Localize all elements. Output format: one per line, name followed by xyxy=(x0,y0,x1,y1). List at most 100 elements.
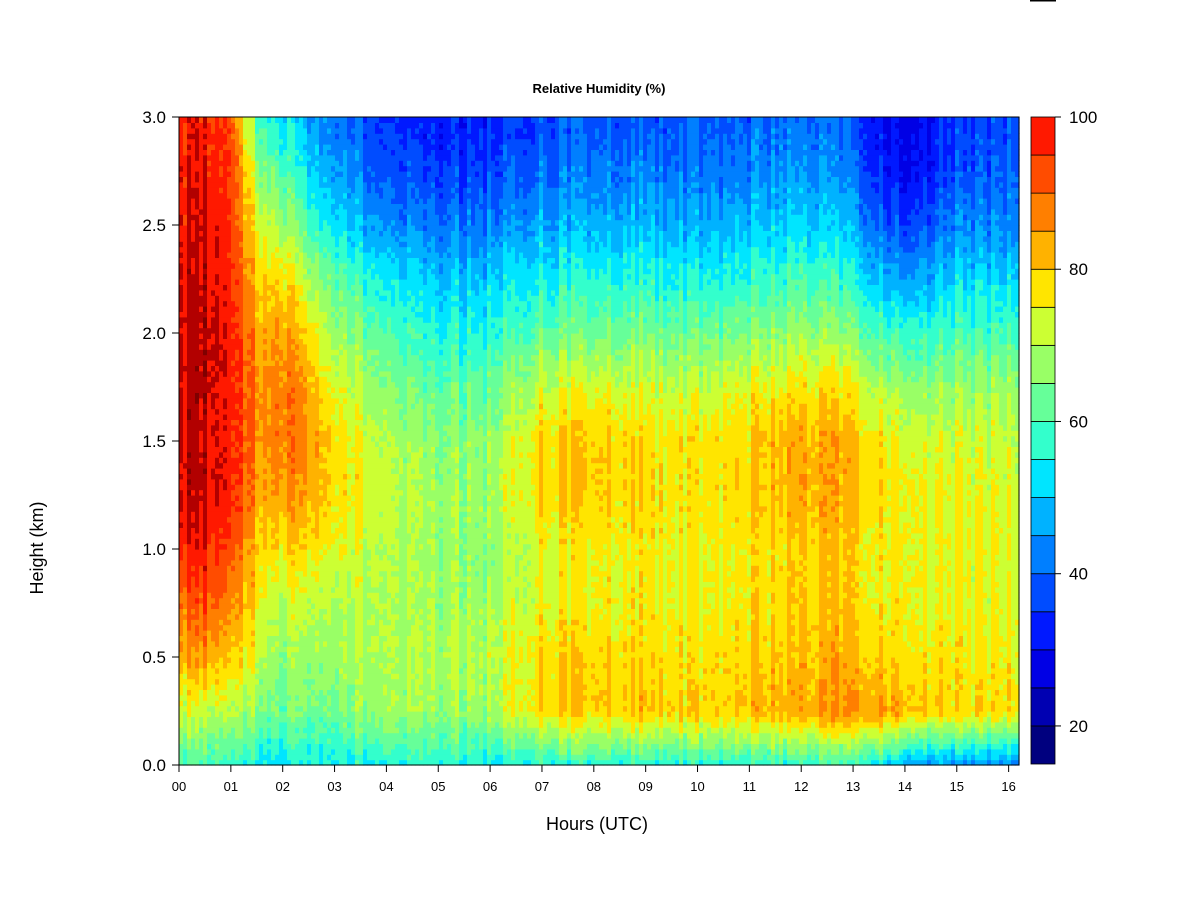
heatmap-cell xyxy=(247,684,252,690)
heatmap-cell xyxy=(303,257,308,264)
heatmap-cell xyxy=(179,306,184,312)
heatmap-cell xyxy=(215,759,220,766)
heatmap-cell xyxy=(227,376,232,383)
heatmap-cell xyxy=(307,246,312,253)
heatmap-cell xyxy=(307,635,312,642)
heatmap-cell xyxy=(243,122,248,129)
heatmap-cell xyxy=(179,527,184,534)
heatmap-cell xyxy=(331,576,336,582)
heatmap-cell xyxy=(179,284,184,291)
heatmap-cell xyxy=(335,160,340,167)
heatmap-cell xyxy=(199,333,204,339)
heatmap-cell xyxy=(247,624,252,631)
heatmap-cell xyxy=(179,667,184,674)
heatmap-cell xyxy=(311,424,316,431)
heatmap-cell xyxy=(179,657,184,663)
heatmap-cell xyxy=(235,462,240,469)
heatmap-cell xyxy=(311,441,316,447)
heatmap-cell xyxy=(191,743,196,750)
heatmap-cell xyxy=(179,554,184,561)
heatmap-cell xyxy=(331,257,336,264)
heatmap-cell xyxy=(315,149,320,156)
heatmap-cell xyxy=(235,257,240,264)
heatmap-cell xyxy=(227,489,232,496)
heatmap-cell xyxy=(191,424,196,431)
heatmap-cell xyxy=(191,144,196,150)
heatmap-cell xyxy=(223,381,228,388)
heatmap-cell xyxy=(311,662,316,669)
heatmap-cell xyxy=(267,673,272,680)
heatmap-cell xyxy=(319,133,324,140)
heatmap-cell xyxy=(275,657,280,663)
heatmap-cell xyxy=(231,171,236,177)
heatmap-cell xyxy=(259,592,264,599)
heatmap-cell xyxy=(275,219,280,226)
heatmap-cell xyxy=(247,651,252,658)
heatmap-cell xyxy=(295,743,300,750)
heatmap-cell xyxy=(183,511,188,518)
heatmap-cell xyxy=(219,657,224,663)
heatmap-cell xyxy=(311,333,316,339)
heatmap-cell xyxy=(335,133,340,140)
heatmap-cell xyxy=(339,554,344,561)
heatmap-cell xyxy=(207,414,212,420)
heatmap-cell xyxy=(291,457,296,464)
heatmap-cell xyxy=(307,122,312,129)
heatmap-cell xyxy=(203,619,208,626)
heatmap-cell xyxy=(223,225,228,231)
heatmap-cell xyxy=(343,581,348,588)
heatmap-cell xyxy=(231,554,236,561)
heatmap-cell xyxy=(187,354,192,361)
heatmap-cell xyxy=(223,630,228,636)
heatmap-cell xyxy=(211,565,216,572)
heatmap-cell xyxy=(287,138,292,145)
heatmap-cell xyxy=(263,414,268,420)
heatmap-cell xyxy=(315,705,320,712)
heatmap-cell xyxy=(191,511,196,518)
heatmap-cell xyxy=(339,549,344,555)
heatmap-cell xyxy=(251,419,256,426)
heatmap-cell xyxy=(319,624,324,631)
heatmap-cell xyxy=(199,322,204,329)
heatmap-cell xyxy=(195,214,200,221)
heatmap-cell xyxy=(239,446,244,453)
heatmap-cell xyxy=(255,133,260,140)
heatmap-cell xyxy=(223,138,228,145)
heatmap-cell xyxy=(303,246,308,253)
heatmap-cell xyxy=(303,262,308,269)
heatmap-cell xyxy=(231,230,236,237)
heatmap-cell xyxy=(307,154,312,161)
heatmap-cell xyxy=(311,473,316,480)
heatmap-cell xyxy=(223,478,228,485)
heatmap-cell xyxy=(203,241,208,248)
heatmap-cell xyxy=(295,219,300,226)
heatmap-cell xyxy=(331,181,336,188)
heatmap-cell xyxy=(319,241,324,248)
heatmap-cell xyxy=(331,376,336,383)
heatmap-cell xyxy=(203,208,208,215)
heatmap-cell xyxy=(307,522,312,528)
heatmap-cell xyxy=(199,154,204,161)
heatmap-cell xyxy=(263,640,268,647)
heatmap-cell xyxy=(299,538,304,545)
heatmap-cell xyxy=(191,700,196,707)
heatmap-cell xyxy=(199,586,204,593)
heatmap-cell xyxy=(267,408,272,415)
heatmap-cell xyxy=(307,219,312,226)
heatmap-cell xyxy=(255,165,260,172)
heatmap-cell xyxy=(303,289,308,296)
heatmap-cell xyxy=(231,522,236,528)
heatmap-cell xyxy=(331,619,336,626)
heatmap-cell xyxy=(275,127,280,134)
heatmap-cell xyxy=(311,370,316,377)
heatmap-cell xyxy=(299,127,304,134)
heatmap-cell xyxy=(203,559,208,566)
heatmap-cell xyxy=(307,543,312,550)
heatmap-cell xyxy=(239,165,244,172)
heatmap-cell xyxy=(183,516,188,523)
heatmap-cell xyxy=(311,171,316,177)
heatmap-cell xyxy=(295,705,300,712)
heatmap-cell xyxy=(183,322,188,329)
heatmap-cell xyxy=(247,322,252,329)
heatmap-cell xyxy=(319,203,324,210)
